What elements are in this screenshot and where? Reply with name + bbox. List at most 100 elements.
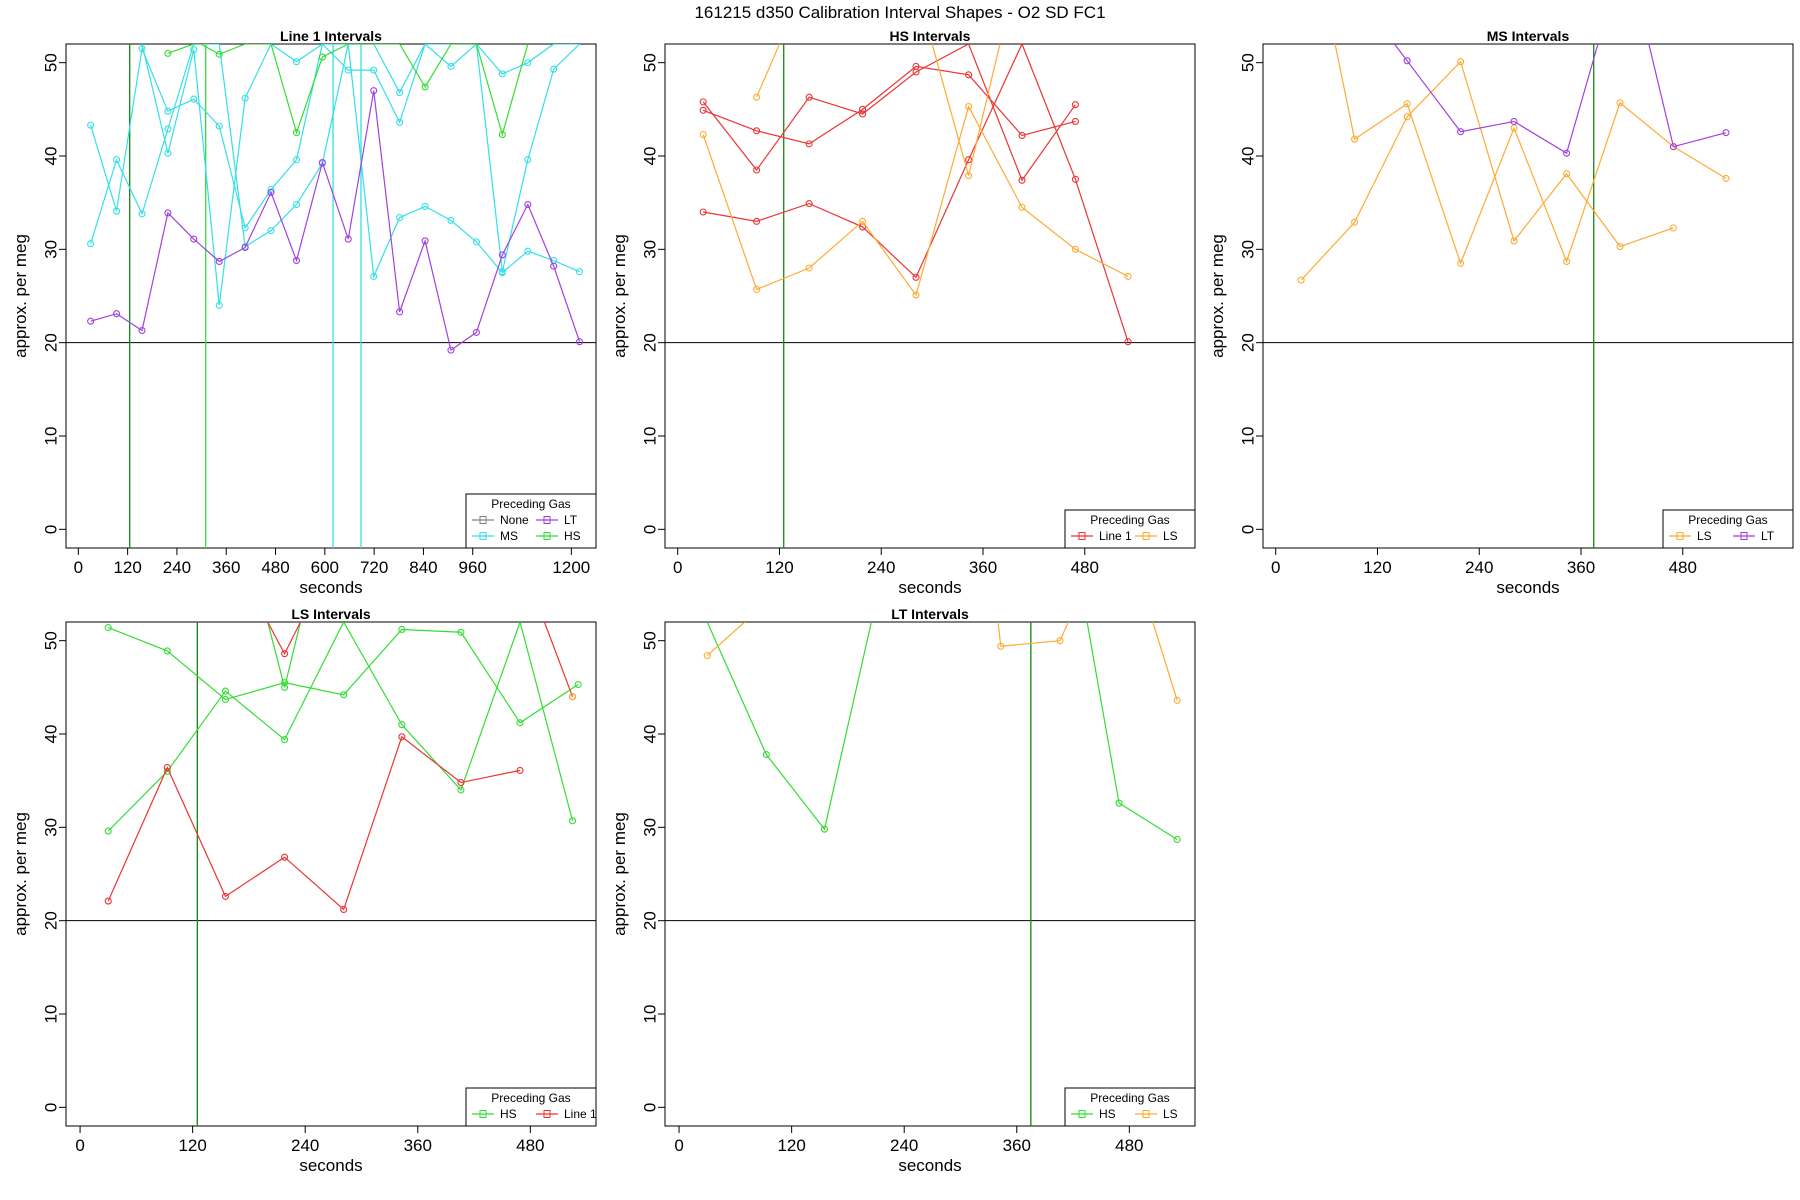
data-point <box>859 217 867 225</box>
legend-title: Preceding Gas <box>1688 513 1767 527</box>
x-axis-label: seconds <box>299 578 362 597</box>
series-hs <box>104 622 577 835</box>
data-point <box>1115 799 1123 807</box>
legend-box <box>465 1087 597 1127</box>
data-point <box>524 59 532 67</box>
x-tick-label: 480 <box>516 1136 544 1155</box>
data-point <box>1403 113 1411 121</box>
data-point <box>753 166 761 174</box>
series-hs <box>267 622 302 691</box>
legend-title: Preceding Gas <box>1090 513 1169 527</box>
legend-swatch-marker <box>479 516 487 524</box>
legend-entry-ls: LS <box>1163 529 1178 543</box>
data-point <box>1616 99 1624 107</box>
series-ls <box>1297 58 1677 284</box>
data-point <box>318 53 326 61</box>
data-point <box>138 210 146 218</box>
series-line-ls <box>1152 622 1178 701</box>
plot-area <box>66 44 596 548</box>
legend-swatch-marker <box>543 1110 551 1118</box>
y-tick-label: 10 <box>1238 427 1257 446</box>
y-axis-label: approx. per meg <box>11 234 30 358</box>
legend-swatch-marker <box>479 532 487 540</box>
data-point <box>292 58 301 66</box>
x-tick-label: 120 <box>777 1136 805 1155</box>
data-point <box>753 93 761 101</box>
series-line-lt <box>1648 44 1727 148</box>
data-point <box>396 118 404 126</box>
x-tick-label: 240 <box>291 1136 319 1155</box>
data-point <box>965 156 973 164</box>
legend-entry-lt: LT <box>1761 529 1775 543</box>
series-line-hs <box>706 622 872 831</box>
panel-line1: Line 1 Intervals 0 120 240 360 480 600 720 840 96… <box>11 28 597 597</box>
data-point <box>267 227 275 235</box>
series-line-line-1 <box>543 622 574 697</box>
data-point <box>524 247 532 255</box>
data-point <box>699 130 707 139</box>
panel-title: MS Intervals <box>1487 28 1570 44</box>
legend-swatch-marker <box>543 516 551 524</box>
x-tick-label: 0 <box>673 558 682 577</box>
panels: Line 1 Intervals 0 120 240 360 480 600 720 840 96… <box>11 28 1794 1175</box>
data-point <box>87 240 95 248</box>
data-point <box>820 825 829 833</box>
x-tick-label: 0 <box>674 1136 683 1155</box>
series-line-hs <box>1086 622 1178 840</box>
y-tick-label: 30 <box>1238 240 1257 259</box>
data-point <box>221 892 230 900</box>
data-point <box>753 285 761 294</box>
data-point <box>396 214 404 222</box>
series-line-hs <box>107 627 579 724</box>
panel-lt: LT Intervals 0 120 240 360 480 0 10 20 30 40 50 seco… <box>610 606 1196 1175</box>
data-point <box>550 262 558 270</box>
data-point <box>524 156 532 164</box>
data-point <box>112 310 121 318</box>
series-line-ls <box>1300 60 1674 281</box>
x-tick-label: 720 <box>360 558 388 577</box>
y-tick-label: 0 <box>640 525 659 534</box>
data-point <box>997 642 1005 650</box>
legend-entry-ms: MS <box>500 529 518 543</box>
data-point <box>104 827 112 835</box>
data-point <box>498 70 506 78</box>
data-point <box>1018 176 1026 184</box>
panel-ms: MS Intervals 0 120 240 360 480 0 10 20 30 40 50 seco… <box>1208 28 1794 597</box>
data-point <box>138 326 146 335</box>
data-point <box>241 224 249 232</box>
y-tick-label: 40 <box>640 147 659 166</box>
series-hs <box>164 44 529 139</box>
data-point <box>762 750 770 759</box>
x-tick-label: 360 <box>969 558 997 577</box>
data-point <box>1510 237 1518 245</box>
data-point <box>498 251 506 259</box>
legend-entry-line-1: Line 1 <box>1099 529 1132 543</box>
legend-box <box>1064 509 1196 549</box>
data-point <box>340 691 348 699</box>
data-point <box>524 200 532 209</box>
series-lt <box>1648 44 1730 151</box>
series-line-1 <box>104 733 524 914</box>
data-point <box>370 272 378 280</box>
data-point <box>164 49 172 57</box>
data-point <box>267 188 275 196</box>
series-line-line-1 <box>703 44 1129 342</box>
data-point <box>965 172 973 180</box>
data-point <box>87 121 95 129</box>
legend-box <box>1662 509 1794 549</box>
legend: Preceding Gas HS LS <box>1064 1087 1196 1127</box>
data-point <box>472 238 480 246</box>
data-point <box>398 733 406 741</box>
data-point <box>965 71 973 79</box>
x-tick-label: 120 <box>113 558 141 577</box>
y-tick-label: 30 <box>640 818 659 837</box>
plot-frame <box>664 621 1196 1127</box>
data-point <box>318 158 326 167</box>
legend: Preceding Gas Line 1 LS <box>1064 509 1196 549</box>
series-line-line-1 <box>702 65 1076 145</box>
series-line-hs <box>167 44 529 137</box>
x-tick-label: 0 <box>75 1136 84 1155</box>
y-tick-label: 50 <box>640 631 659 650</box>
legend-entry-ls: LS <box>1163 1107 1178 1121</box>
